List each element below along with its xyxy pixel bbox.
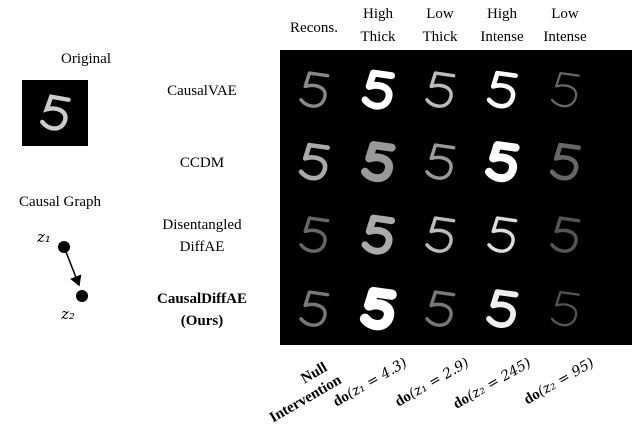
column-header: High bbox=[487, 6, 518, 22]
graph-node-label: z₂ bbox=[60, 305, 75, 323]
digit-image bbox=[364, 291, 392, 326]
graph-node-label: z₁ bbox=[36, 228, 51, 246]
row-label: (Ours) bbox=[181, 313, 224, 329]
original-image bbox=[22, 80, 88, 146]
original-label: Original bbox=[61, 51, 111, 67]
column-header: Low bbox=[551, 6, 579, 22]
row-label: DiffAE bbox=[180, 239, 225, 255]
intervention-text: do(z₂ = 95) bbox=[521, 355, 597, 408]
causal-graph-label: Causal Graph bbox=[19, 194, 102, 210]
column-header: Intense bbox=[480, 29, 524, 45]
column-header: Thick bbox=[423, 29, 458, 45]
figure: Original Causal Graph z₁ z₂ Recons. High T… bbox=[0, 0, 632, 426]
graph-edge bbox=[66, 252, 79, 285]
row-label: CCDM bbox=[180, 155, 224, 171]
row-label: CausalDiffAE bbox=[157, 291, 247, 307]
intervention-arg: (z₂ = 95) bbox=[535, 355, 597, 400]
graph-node bbox=[76, 290, 88, 302]
column-header: Thick bbox=[361, 29, 396, 45]
column-header: Intense bbox=[543, 29, 587, 45]
row-label: Disentangled bbox=[162, 217, 242, 233]
column-header: High bbox=[363, 6, 394, 22]
row-label: CausalVAE bbox=[167, 83, 237, 99]
image-grid bbox=[280, 50, 632, 345]
intervention-label: do(z₂ = 95) bbox=[521, 355, 597, 408]
graph-node bbox=[58, 241, 70, 253]
column-header: Low bbox=[426, 6, 454, 22]
column-header: Recons. bbox=[290, 20, 338, 36]
